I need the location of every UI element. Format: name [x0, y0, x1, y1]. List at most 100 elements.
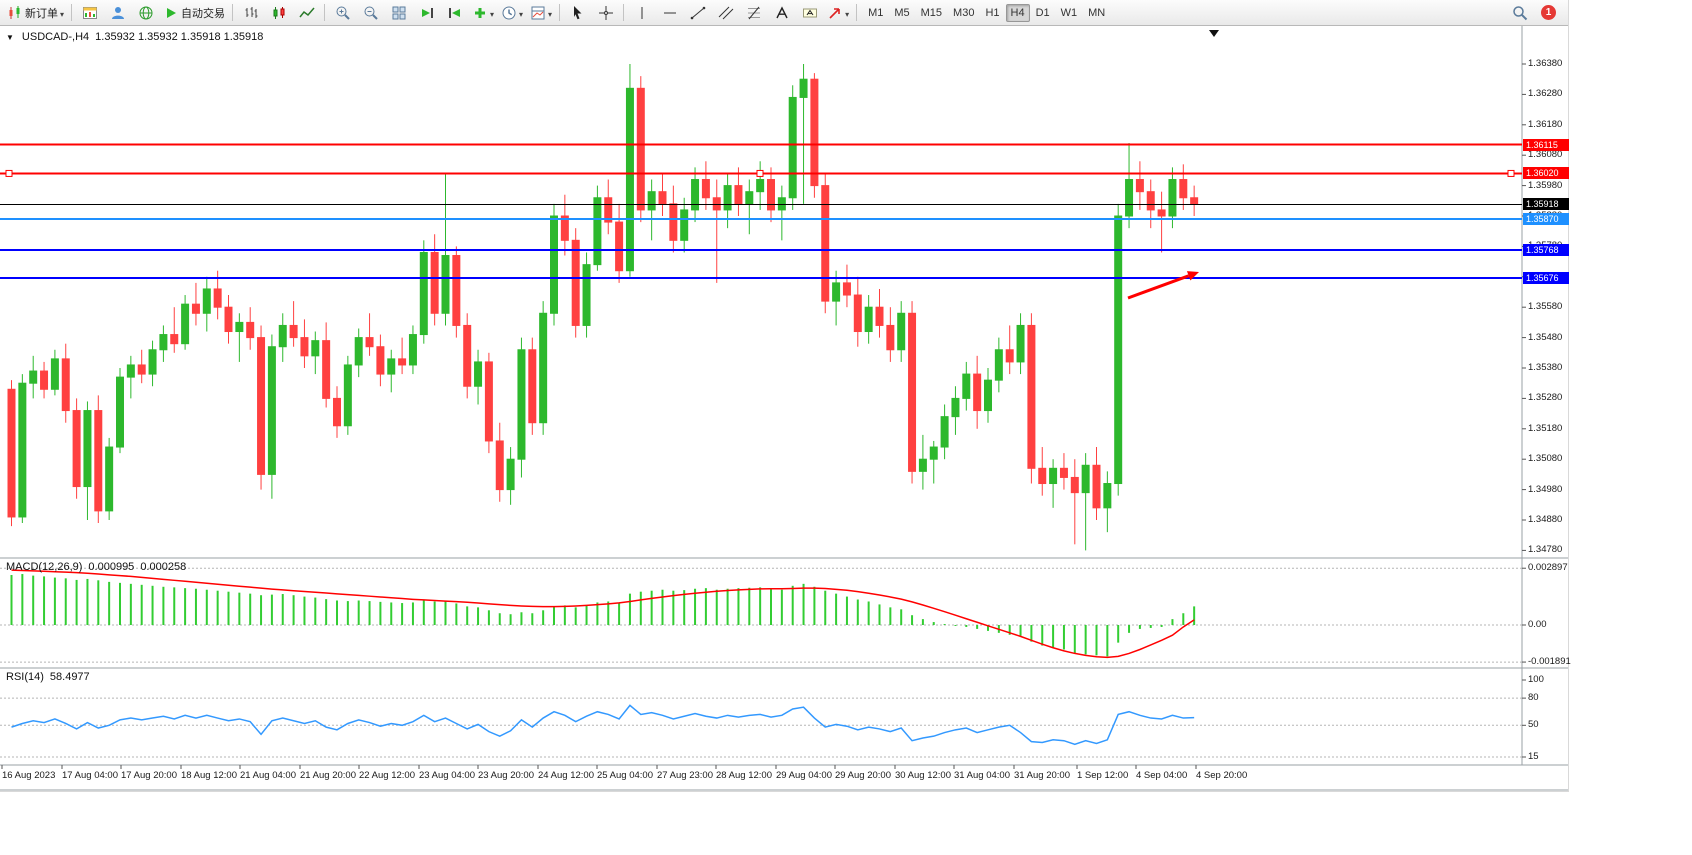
- zoom-in-icon: [335, 5, 351, 21]
- crosshair-button[interactable]: [592, 1, 619, 24]
- candle-down: [1070, 476, 1079, 494]
- timeframe-m15-button[interactable]: M15: [920, 6, 943, 19]
- candle-up: [441, 255, 450, 314]
- text-icon: [774, 5, 790, 21]
- candle-up: [1125, 179, 1134, 217]
- vertical-line-button[interactable]: [628, 1, 655, 24]
- text-button[interactable]: [768, 1, 795, 24]
- price-axis-label: 1.36180: [1528, 118, 1563, 130]
- date-axis-label: 31 Aug 20:00: [1014, 770, 1070, 781]
- chevron-down-icon: [519, 4, 523, 22]
- cursor-button[interactable]: [564, 1, 591, 24]
- zoom-in-button[interactable]: [329, 1, 356, 24]
- arrows-icon: [827, 5, 843, 21]
- navigator-button[interactable]: [132, 1, 159, 24]
- timeframe-h4-button[interactable]: H4: [1005, 3, 1030, 22]
- toolbar-separator: [324, 4, 326, 21]
- auto-scroll-icon: [419, 5, 435, 21]
- candle-up: [691, 179, 700, 211]
- timeframe-m5-button[interactable]: M5: [894, 6, 910, 19]
- chart-canvas[interactable]: [0, 0, 1568, 791]
- chevron-down-icon: [60, 4, 64, 22]
- candle-down: [7, 388, 16, 518]
- timeframe-mn-button[interactable]: MN: [1088, 6, 1106, 19]
- tile-windows-button[interactable]: [385, 1, 412, 24]
- date-axis-label: 17 Aug 04:00: [62, 770, 118, 781]
- rsi-line: [11, 704, 1195, 746]
- chevron-down-icon: [490, 4, 494, 22]
- candle-up: [18, 382, 27, 518]
- price-axis-label: 1.34780: [1528, 544, 1563, 556]
- zoom-out-button[interactable]: [357, 1, 384, 24]
- data-window-icon: [110, 5, 126, 21]
- toolbar-right-group: 1: [1506, 1, 1564, 24]
- candlestick-chart-button[interactable]: [265, 1, 292, 24]
- price-axis-label: 1.35180: [1528, 422, 1563, 434]
- price-axis-label: 1.35280: [1528, 392, 1563, 404]
- timeframe-h1-button[interactable]: H1: [985, 6, 1000, 19]
- candle-up: [387, 358, 396, 375]
- timeframe-d1-button[interactable]: D1: [1035, 6, 1050, 19]
- line-chart-button[interactable]: [293, 1, 320, 24]
- candle-up: [83, 410, 92, 488]
- bar-chart-button[interactable]: [237, 1, 264, 24]
- price-tag-1.35676: 1.35676: [1523, 272, 1569, 285]
- candle-down: [1027, 324, 1036, 469]
- text-label-button[interactable]: [796, 1, 823, 24]
- date-axis-label: 17 Aug 20:00: [121, 770, 177, 781]
- auto-scroll-button[interactable]: [413, 1, 440, 24]
- chart-shift-button[interactable]: [441, 1, 468, 24]
- candle-down: [246, 321, 255, 339]
- autotrade-label: 自动交易: [181, 7, 226, 20]
- channel-icon: [718, 5, 734, 21]
- fibonacci-button[interactable]: [740, 1, 767, 24]
- candle-up: [148, 349, 157, 375]
- timeframe-m30-button[interactable]: M30: [953, 6, 975, 19]
- candle-up: [940, 416, 949, 448]
- price-axis-label: 1.36380: [1528, 58, 1563, 69]
- candle-down: [1135, 179, 1144, 193]
- search-button[interactable]: [1506, 1, 1533, 24]
- horizontal-line-button[interactable]: [656, 1, 683, 24]
- candle-down: [636, 87, 645, 211]
- candle-up: [539, 312, 548, 424]
- candle-down: [72, 410, 81, 488]
- candle-down: [398, 358, 407, 366]
- periods-button[interactable]: [498, 1, 526, 24]
- notification-badge[interactable]: 1: [1541, 5, 1556, 20]
- candle-up: [105, 446, 114, 512]
- new-order-button[interactable]: 新订单: [4, 1, 67, 24]
- chart-shift-marker[interactable]: [1209, 30, 1219, 37]
- date-axis-label: 27 Aug 23:00: [657, 770, 713, 781]
- candle-down: [365, 337, 374, 348]
- horizontal-lines[interactable]: [0, 143, 1522, 280]
- autotrade-button[interactable]: 自动交易: [160, 1, 228, 24]
- tile-windows-icon: [391, 5, 407, 21]
- trendline-button[interactable]: [684, 1, 711, 24]
- channel-button[interactable]: [712, 1, 739, 24]
- candle-down: [191, 303, 200, 314]
- trendline-icon: [690, 5, 706, 21]
- candle-up: [517, 349, 526, 460]
- chart-menu-icon[interactable]: [6, 31, 16, 43]
- indicators-button[interactable]: [469, 1, 497, 24]
- toolbar-separator: [71, 4, 73, 21]
- timeframe-w1-button[interactable]: W1: [1060, 6, 1078, 19]
- market-watch-button[interactable]: [76, 1, 103, 24]
- candle-down: [1059, 467, 1068, 478]
- templates-button[interactable]: [527, 1, 555, 24]
- candle-down: [484, 361, 493, 442]
- date-axis-label: 18 Aug 12:00: [181, 770, 237, 781]
- candle-down: [853, 294, 862, 333]
- vertical-line-icon: [634, 5, 650, 21]
- price-axis-label: 1.36280: [1528, 88, 1563, 100]
- data-window-button[interactable]: [104, 1, 131, 24]
- candle-down: [495, 440, 504, 491]
- timeframe-m1-button[interactable]: M1: [868, 6, 884, 19]
- candle-up: [745, 191, 754, 205]
- arrows-button[interactable]: [824, 1, 852, 24]
- date-axis-label: 21 Aug 04:00: [240, 770, 296, 781]
- rsi-axis-label: 80: [1528, 692, 1539, 704]
- arrow-annotation[interactable]: [1127, 271, 1199, 300]
- candle-up: [984, 379, 992, 412]
